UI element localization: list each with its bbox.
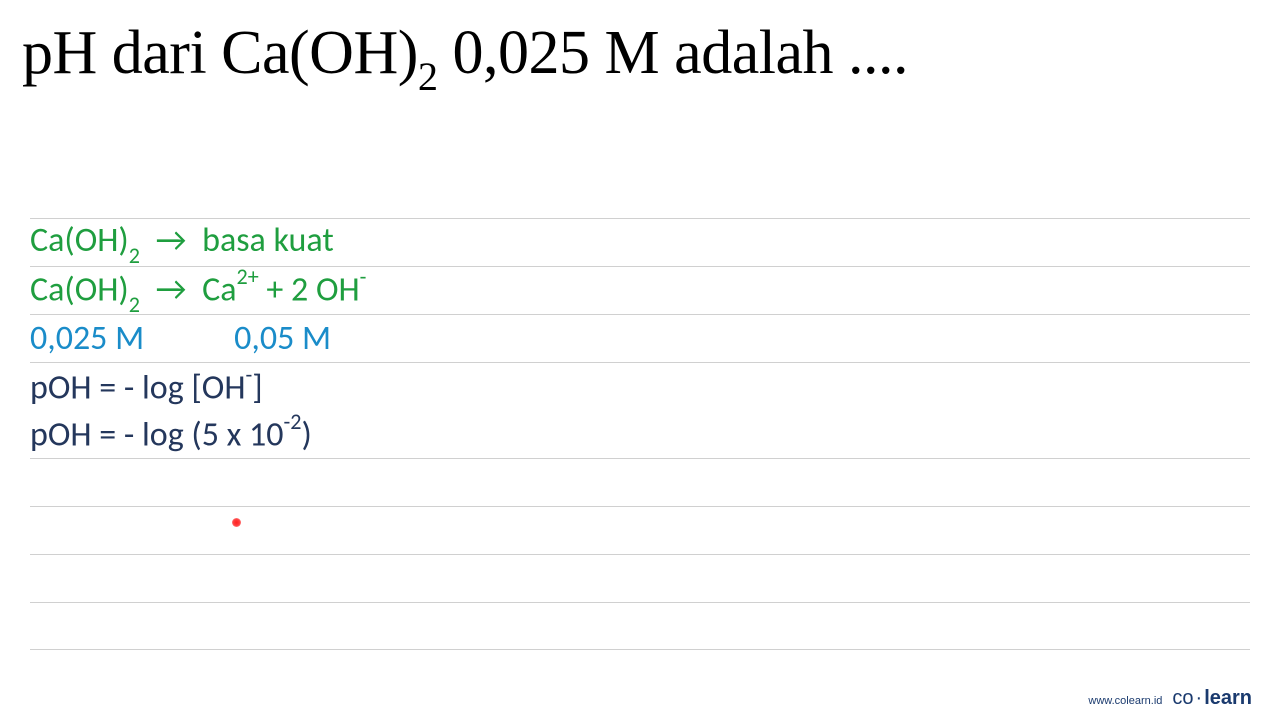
line1-text: Ca(OH)2 → basa kuat <box>30 220 334 265</box>
footer-url: www.colearn.id <box>1088 695 1162 707</box>
line4-text: pOH = - log [OH-] <box>30 365 263 408</box>
footer-logo: co·learn <box>1172 687 1252 710</box>
title-prefix: pH dari Ca(OH) <box>22 19 418 87</box>
arrow-icon: → <box>156 220 187 261</box>
empty-line-3 <box>30 554 1250 602</box>
line5-text: pOH = - log (5 x 10-2) <box>30 412 312 455</box>
solution-line-3: 0,025 M 0,05 M <box>30 314 1250 362</box>
title-subscript: 2 <box>418 54 438 99</box>
empty-line-2 <box>30 506 1250 554</box>
solution-content: Ca(OH)2 → basa kuat Ca(OH)2 → Ca2+ + 2 O… <box>30 218 1250 650</box>
concentration-left: 0,025 M <box>30 318 144 359</box>
line2-text: Ca(OH)2 → Ca2+ + 2 OH- <box>30 267 366 314</box>
empty-line-4 <box>30 602 1250 650</box>
concentration-right: 0,05 M <box>234 318 331 359</box>
question-title: pH dari Ca(OH)2 0,025 M adalah .... <box>0 0 1280 96</box>
empty-line-1 <box>30 458 1250 506</box>
footer: www.colearn.id co·learn <box>1088 687 1252 710</box>
solution-line-5: pOH = - log (5 x 10-2) <box>30 410 1250 458</box>
laser-pointer-icon <box>232 518 241 527</box>
solution-line-1: Ca(OH)2 → basa kuat <box>30 218 1250 266</box>
arrow-icon: → <box>156 269 187 310</box>
solution-line-4: pOH = - log [OH-] <box>30 362 1250 410</box>
title-suffix: 0,025 M adalah .... <box>438 19 908 87</box>
solution-line-2: Ca(OH)2 → Ca2+ + 2 OH- <box>30 266 1250 314</box>
